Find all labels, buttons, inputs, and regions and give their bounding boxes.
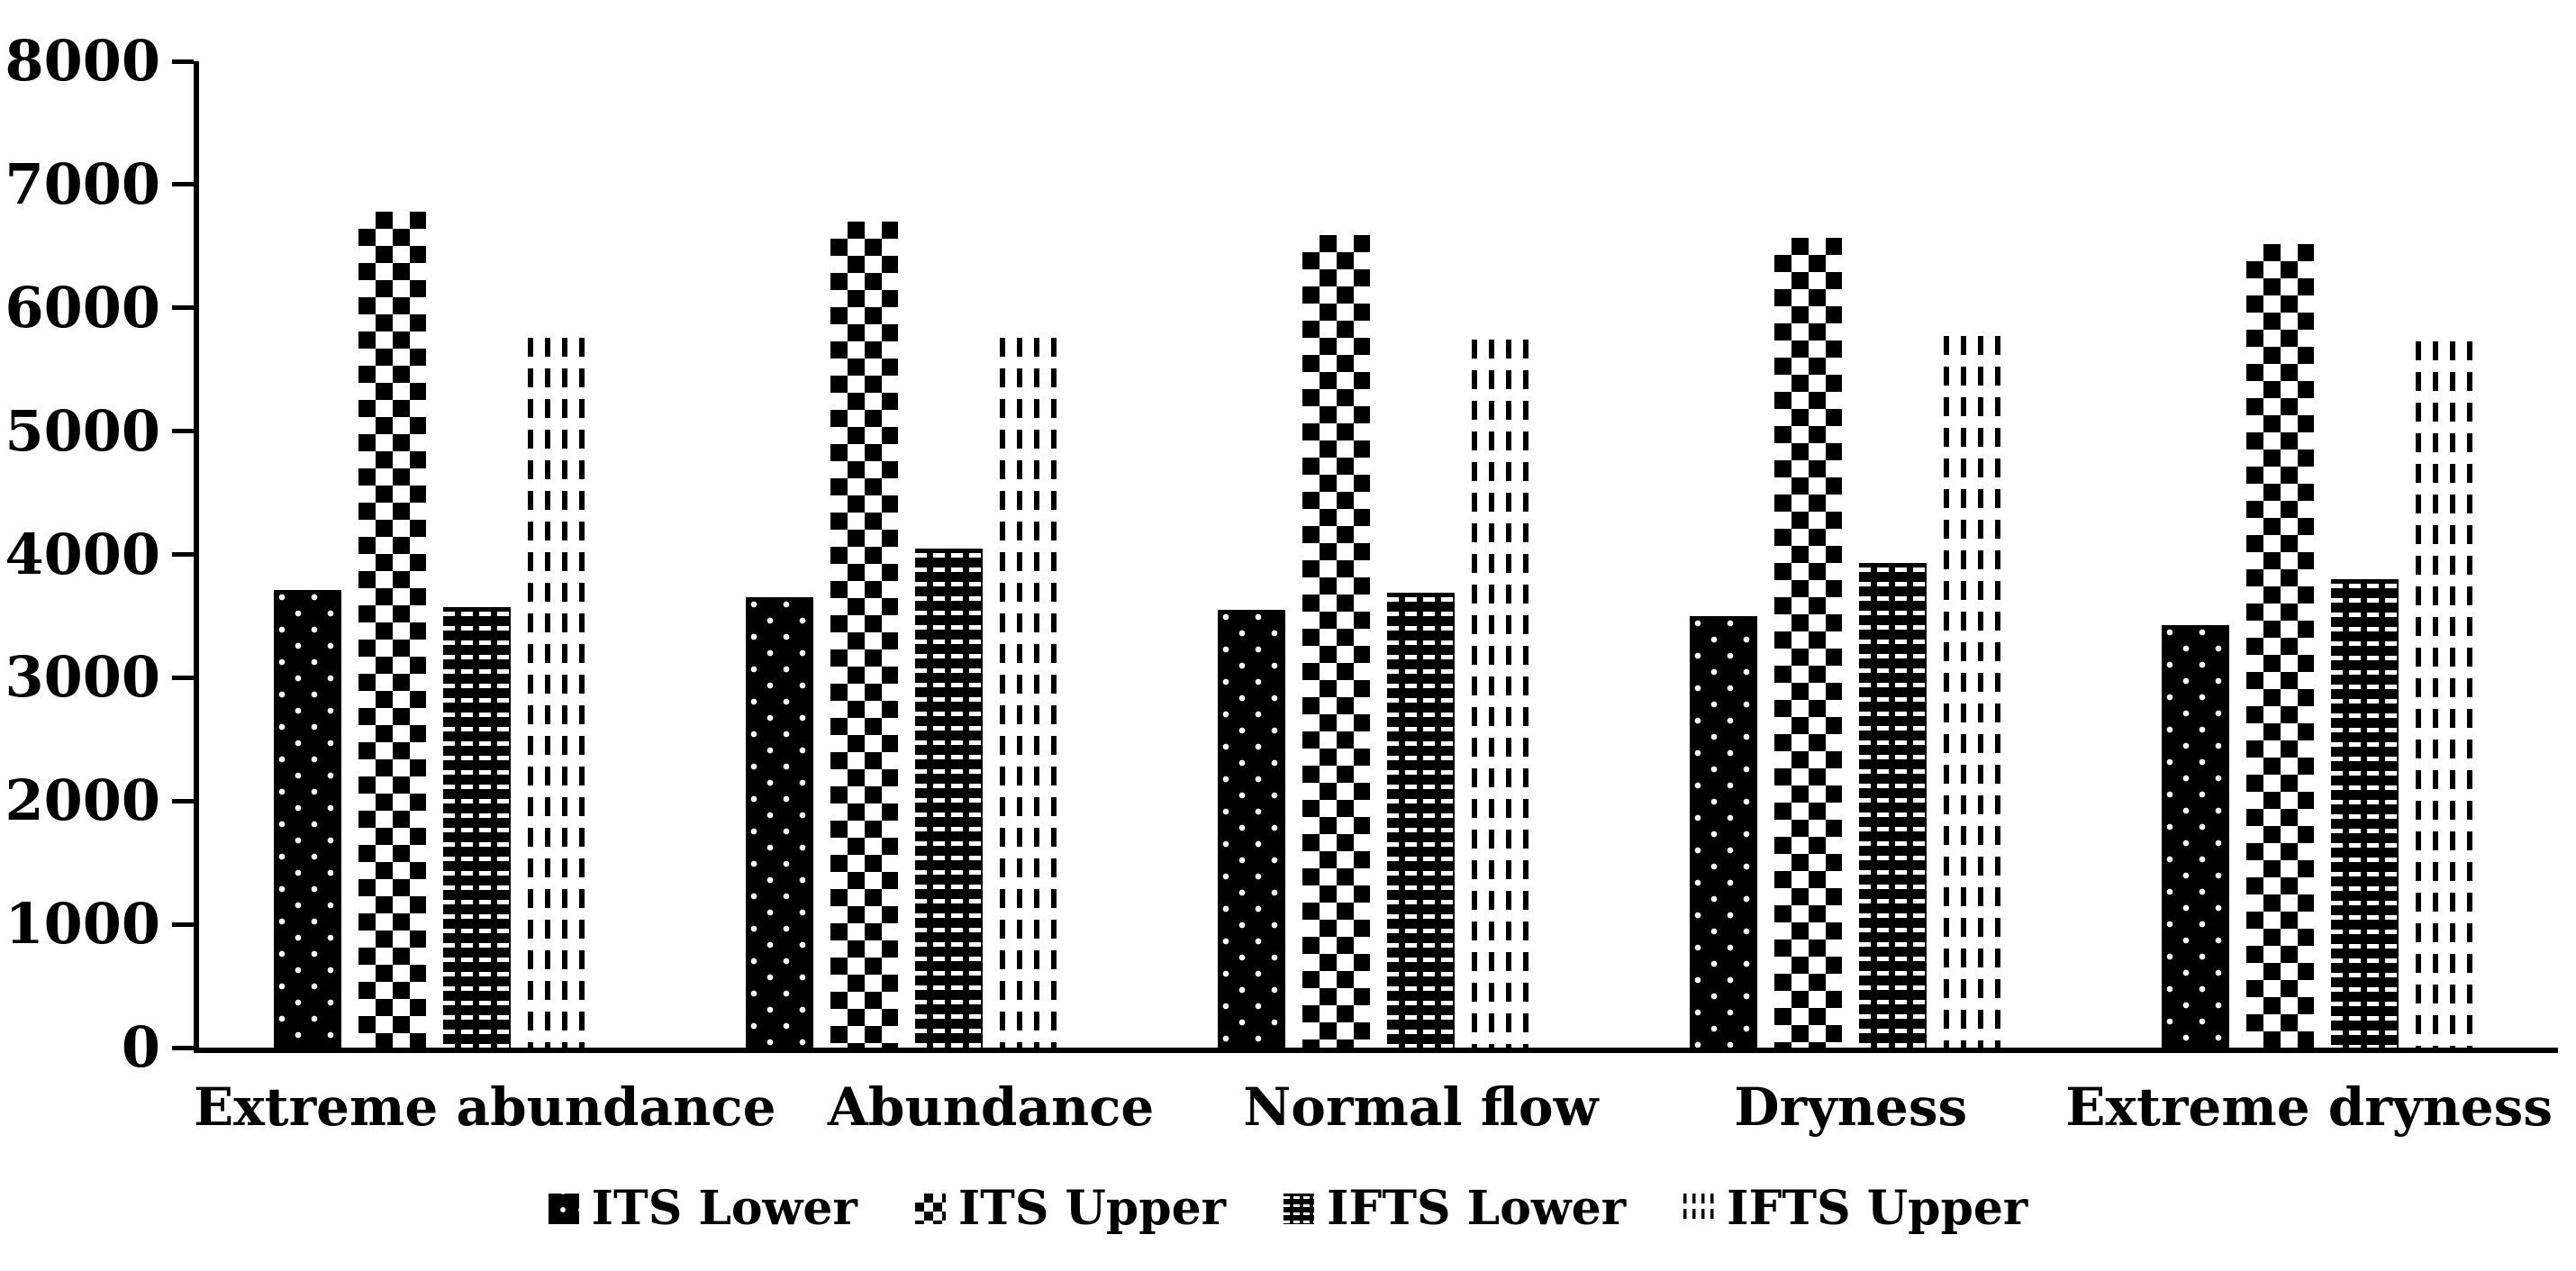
plot-area bbox=[172, 59, 2558, 1053]
legend-swatch-ifts-lower-icon bbox=[1283, 1194, 1315, 1224]
y-axis-tick-6000 bbox=[172, 305, 194, 311]
bar-its-upper-abundance bbox=[830, 221, 899, 1048]
bar-its-lower-normal-flow bbox=[1217, 610, 1285, 1048]
legend: ITS Lower ITS Upper IFTS Lower IFTS Upper bbox=[0, 1185, 2576, 1232]
x-axis-label-normal-flow: Normal flow bbox=[1243, 1076, 1599, 1138]
bar-ifts-upper-extreme-dryness bbox=[2415, 340, 2483, 1048]
y-axis-tick-label-7000: 7000 bbox=[5, 150, 160, 217]
y-axis-tick-2000 bbox=[172, 798, 194, 803]
bar-ifts-upper-abundance bbox=[1000, 337, 1068, 1048]
bar-group-abundance bbox=[671, 61, 1143, 1048]
y-axis-tick-5000 bbox=[172, 429, 194, 434]
bar-ifts-lower-extreme-abundance bbox=[443, 607, 512, 1048]
y-axis-tick-label-3000: 3000 bbox=[5, 644, 160, 711]
x-axis-label-abundance: Abundance bbox=[827, 1076, 1155, 1138]
x-axis-labels: Extreme abundance Abundance Normal flow Dry… bbox=[194, 1076, 2553, 1138]
y-axis-tick-label-6000: 6000 bbox=[5, 274, 160, 340]
legend-item-ifts-upper: IFTS Upper bbox=[1683, 1185, 2027, 1232]
bar-group-extreme-dryness bbox=[2086, 61, 2558, 1048]
legend-swatch-its-lower-icon bbox=[548, 1194, 579, 1224]
legend-item-its-upper: ITS Upper bbox=[914, 1181, 1227, 1236]
bar-ifts-lower-extreme-dryness bbox=[2330, 578, 2399, 1048]
legend-item-ifts-lower: IFTS Lower bbox=[1283, 1185, 1626, 1232]
bar-ifts-upper-normal-flow bbox=[1471, 340, 1539, 1048]
y-axis-tick-labels: 0 1000 2000 3000 4000 5000 6000 7000 8000 bbox=[0, 33, 160, 1076]
x-axis-label-extreme-abundance: Extreme abundance bbox=[194, 1076, 776, 1138]
legend-item-its-lower: ITS Lower bbox=[548, 1181, 857, 1236]
y-axis-tick-3000 bbox=[172, 675, 194, 680]
bar-its-upper-extreme-dryness bbox=[2245, 243, 2314, 1048]
legend-swatch-its-upper-icon bbox=[914, 1194, 946, 1224]
legend-label-its-lower: ITS Lower bbox=[591, 1181, 857, 1236]
y-axis-tick-label-8000: 8000 bbox=[5, 28, 160, 94]
bar-its-lower-abundance bbox=[746, 597, 814, 1048]
bar-ifts-lower-dryness bbox=[1858, 563, 1927, 1048]
x-axis-label-dryness: Dryness bbox=[1734, 1076, 1968, 1138]
legend-label-ifts-lower: IFTS Lower bbox=[1327, 1181, 1627, 1236]
bar-group-dryness bbox=[1614, 61, 2086, 1048]
bar-its-lower-extreme-dryness bbox=[2161, 624, 2229, 1048]
y-axis-tick-0 bbox=[172, 1045, 194, 1050]
bar-its-upper-extreme-abundance bbox=[358, 212, 427, 1048]
legend-label-its-upper: ITS Upper bbox=[957, 1181, 1227, 1236]
y-axis-tick-8000 bbox=[172, 59, 194, 64]
y-axis-tick-4000 bbox=[172, 552, 194, 557]
y-axis-tick-label-0: 0 bbox=[121, 1014, 160, 1080]
x-axis-label-extreme-dryness: Extreme dryness bbox=[2065, 1076, 2553, 1138]
bar-its-lower-extreme-abundance bbox=[274, 590, 342, 1048]
legend-swatch-ifts-upper-icon bbox=[1683, 1194, 1715, 1224]
bar-group-extreme-abundance bbox=[199, 61, 671, 1048]
bar-its-upper-dryness bbox=[1773, 237, 1842, 1048]
bar-ifts-upper-extreme-abundance bbox=[528, 337, 596, 1048]
y-axis-tick-1000 bbox=[172, 921, 194, 927]
bar-ifts-upper-dryness bbox=[1943, 336, 2011, 1048]
bar-its-upper-normal-flow bbox=[1302, 235, 1370, 1048]
y-axis-tick-label-5000: 5000 bbox=[5, 397, 160, 464]
bar-ifts-lower-abundance bbox=[915, 548, 984, 1048]
bar-groups bbox=[199, 61, 2558, 1048]
bar-ifts-lower-normal-flow bbox=[1386, 592, 1455, 1048]
y-axis-tick-label-2000: 2000 bbox=[5, 767, 160, 834]
y-axis-tick-label-4000: 4000 bbox=[5, 521, 160, 587]
bar-its-lower-dryness bbox=[1689, 615, 1757, 1048]
bar-group-normal-flow bbox=[1143, 61, 1615, 1048]
y-axis-tick-7000 bbox=[172, 182, 194, 187]
y-axis-tick-label-1000: 1000 bbox=[5, 891, 160, 958]
legend-label-ifts-upper: IFTS Upper bbox=[1727, 1181, 2028, 1236]
